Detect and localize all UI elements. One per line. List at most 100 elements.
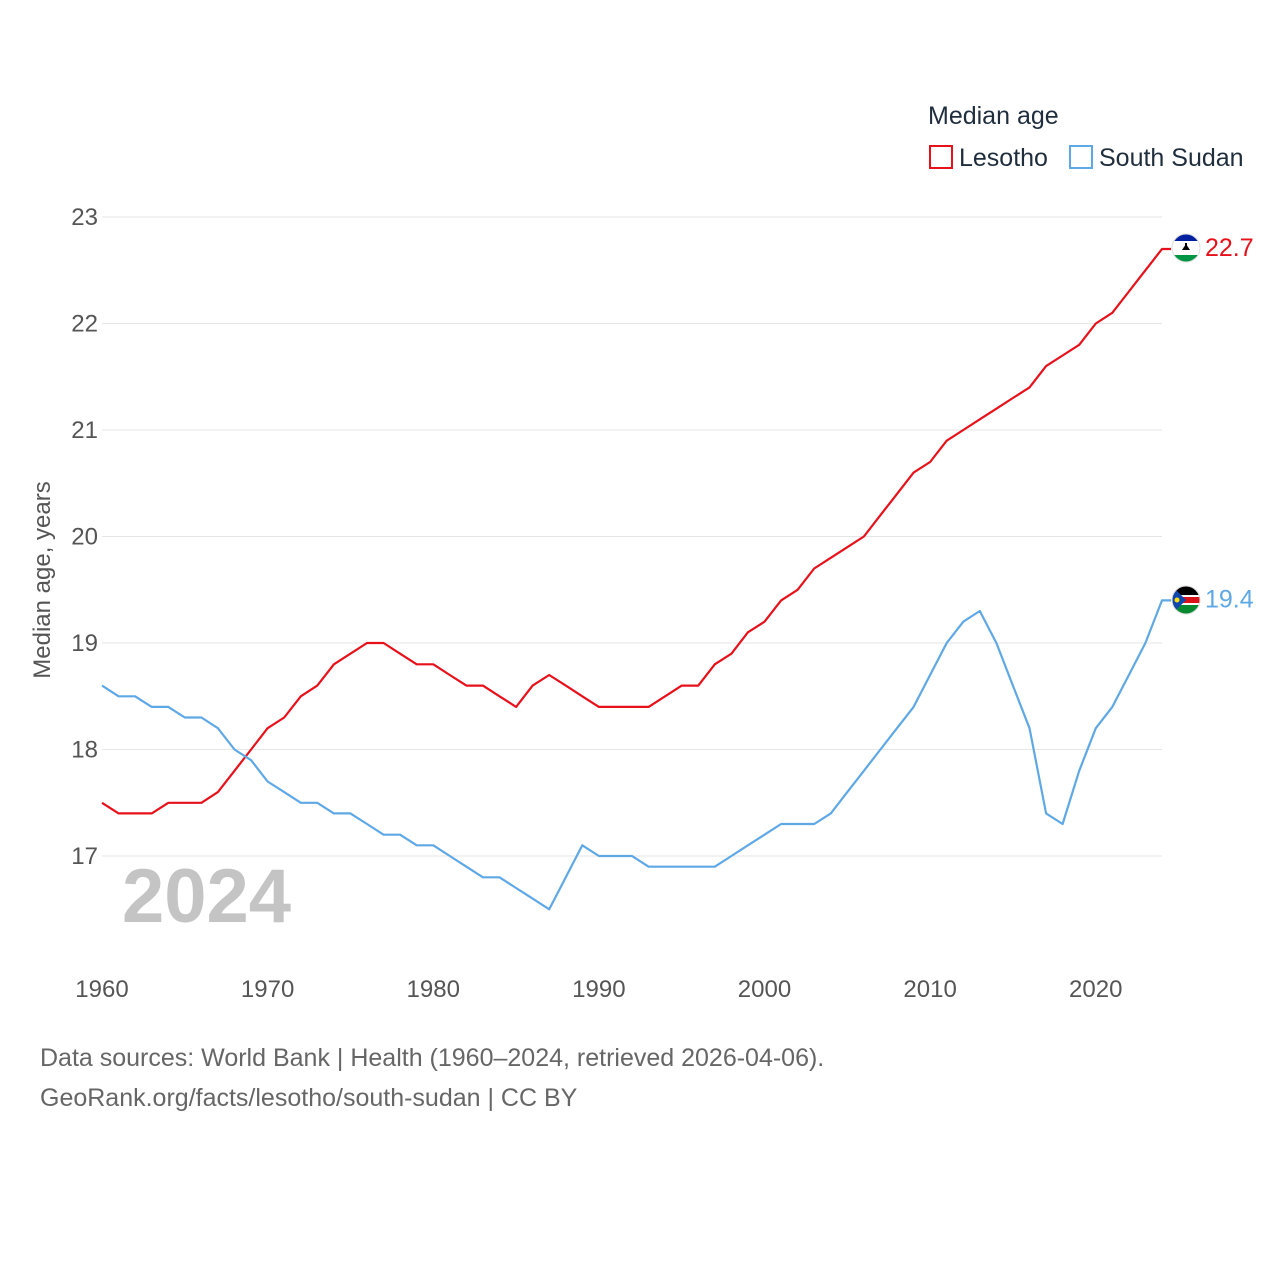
data-point-lesotho-1997 (712, 661, 718, 667)
data-point-south-sudan-1962 (132, 693, 138, 699)
data-point-lesotho-2002 (795, 587, 801, 593)
source-line-2[interactable]: GeoRank.org/facts/lesotho/south-sudan | … (40, 1084, 578, 1112)
data-point-south-sudan-2003 (811, 821, 817, 827)
data-point-lesotho-1964 (165, 800, 171, 806)
data-point-south-sudan-1989 (579, 842, 585, 848)
data-point-lesotho-1961 (116, 810, 122, 816)
data-point-lesotho-1982 (463, 683, 469, 689)
data-point-lesotho-2016 (1027, 384, 1033, 390)
data-point-lesotho-1979 (414, 661, 420, 667)
data-point-south-sudan-2001 (778, 821, 784, 827)
data-point-south-sudan-2023 (1142, 640, 1148, 646)
data-point-lesotho-2012 (960, 427, 966, 433)
data-point-south-sudan-2007 (877, 747, 883, 753)
data-point-lesotho-2009 (911, 470, 917, 476)
legend-title: Median age (928, 102, 1059, 130)
data-point-lesotho-2003 (811, 566, 817, 572)
year-overlay: 2024 (122, 854, 291, 939)
data-point-lesotho-1971 (281, 715, 287, 721)
data-point-south-sudan-2016 (1027, 725, 1033, 731)
end-value-label-lesotho: 22.7 (1205, 234, 1254, 262)
data-point-south-sudan-1999 (745, 842, 751, 848)
x-tick-label-1970: 1970 (241, 976, 294, 1003)
data-point-south-sudan-1988 (563, 874, 569, 880)
data-point-south-sudan-1986 (530, 896, 536, 902)
y-tick-label-23: 23 (71, 204, 98, 231)
south-sudan-flag-icon (1172, 586, 1200, 614)
data-point-south-sudan-1994 (662, 864, 668, 870)
data-point-south-sudan-1992 (629, 853, 635, 859)
x-tick-label-1990: 1990 (572, 976, 625, 1003)
data-point-lesotho-1985 (513, 704, 519, 710)
data-point-south-sudan-1980 (430, 842, 436, 848)
data-point-south-sudan-2004 (828, 810, 834, 816)
data-point-lesotho-2006 (861, 534, 867, 540)
data-point-south-sudan-2011 (944, 640, 950, 646)
data-point-lesotho-2022 (1126, 289, 1132, 295)
data-point-south-sudan-1975 (347, 810, 353, 816)
data-point-lesotho-2010 (927, 459, 933, 465)
data-point-south-sudan-2010 (927, 672, 933, 678)
data-point-lesotho-1974 (331, 661, 337, 667)
data-point-south-sudan-1974 (331, 810, 337, 816)
data-point-south-sudan-1995 (679, 864, 685, 870)
data-point-south-sudan-1998 (728, 853, 734, 859)
legend-swatch-lesotho (929, 145, 953, 169)
y-tick-label-22: 22 (71, 311, 98, 338)
data-point-lesotho-2019 (1076, 342, 1082, 348)
data-point-lesotho-2014 (993, 406, 999, 412)
data-point-lesotho-1963 (149, 810, 155, 816)
data-point-lesotho-2011 (944, 438, 950, 444)
data-point-south-sudan-2021 (1109, 704, 1115, 710)
data-point-south-sudan-1993 (646, 864, 652, 870)
lesotho-flag-icon (1172, 234, 1200, 262)
data-point-lesotho-2013 (977, 416, 983, 422)
data-point-south-sudan-1991 (612, 853, 618, 859)
data-point-lesotho-1987 (546, 672, 552, 678)
data-point-south-sudan-1996 (695, 864, 701, 870)
data-point-lesotho-2020 (1093, 321, 1099, 327)
data-point-south-sudan-1987 (546, 906, 552, 912)
data-point-south-sudan-2006 (861, 768, 867, 774)
y-tick-label-21: 21 (71, 417, 98, 444)
data-point-lesotho-1966 (198, 800, 204, 806)
data-point-lesotho-2023 (1142, 267, 1148, 273)
data-point-south-sudan-1968 (232, 747, 238, 753)
data-point-south-sudan-1971 (281, 789, 287, 795)
data-point-lesotho-1962 (132, 810, 138, 816)
data-point-lesotho-1969 (248, 747, 254, 753)
data-point-south-sudan-2002 (795, 821, 801, 827)
data-point-south-sudan-1965 (182, 715, 188, 721)
data-point-lesotho-1980 (430, 661, 436, 667)
data-point-south-sudan-2014 (993, 640, 999, 646)
end-value-label-south-sudan: 19.4 (1205, 585, 1254, 613)
x-tick-label-2010: 2010 (903, 976, 956, 1003)
data-point-south-sudan-1984 (497, 874, 503, 880)
legend-label-south-sudan: South Sudan (1099, 144, 1244, 172)
legend: Median age Lesotho South Sudan (928, 102, 1244, 172)
x-tick-label-1980: 1980 (407, 976, 460, 1003)
data-point-south-sudan-1973 (314, 800, 320, 806)
series-line-south-sudan (101, 599, 1171, 911)
data-point-lesotho-1996 (695, 683, 701, 689)
data-point-south-sudan-1997 (712, 864, 718, 870)
data-point-south-sudan-1982 (463, 864, 469, 870)
data-point-south-sudan-1981 (447, 853, 453, 859)
median-age-line-chart: 17 18 19 20 21 22 23 1960 1970 1980 1990 2000 2010 2… (29, 102, 1254, 1003)
data-point-lesotho-1990 (596, 704, 602, 710)
data-point-lesotho-2015 (1010, 395, 1016, 401)
data-point-lesotho-1960 (99, 800, 105, 806)
data-point-lesotho-1989 (579, 693, 585, 699)
data-point-south-sudan-1972 (298, 800, 304, 806)
data-point-south-sudan-1979 (414, 842, 420, 848)
data-point-south-sudan-2024 (1159, 597, 1165, 603)
series-layer (99, 247, 1171, 912)
x-axis-ticks: 1960 1970 1980 1990 2000 2010 2020 (75, 976, 1122, 1003)
data-point-lesotho-1967 (215, 789, 221, 795)
data-point-lesotho-1978 (397, 651, 403, 657)
data-point-south-sudan-1969 (248, 757, 254, 763)
data-point-lesotho-1993 (646, 704, 652, 710)
data-point-lesotho-1976 (364, 640, 370, 646)
legend-label-lesotho: Lesotho (959, 144, 1048, 172)
data-point-south-sudan-2022 (1126, 672, 1132, 678)
